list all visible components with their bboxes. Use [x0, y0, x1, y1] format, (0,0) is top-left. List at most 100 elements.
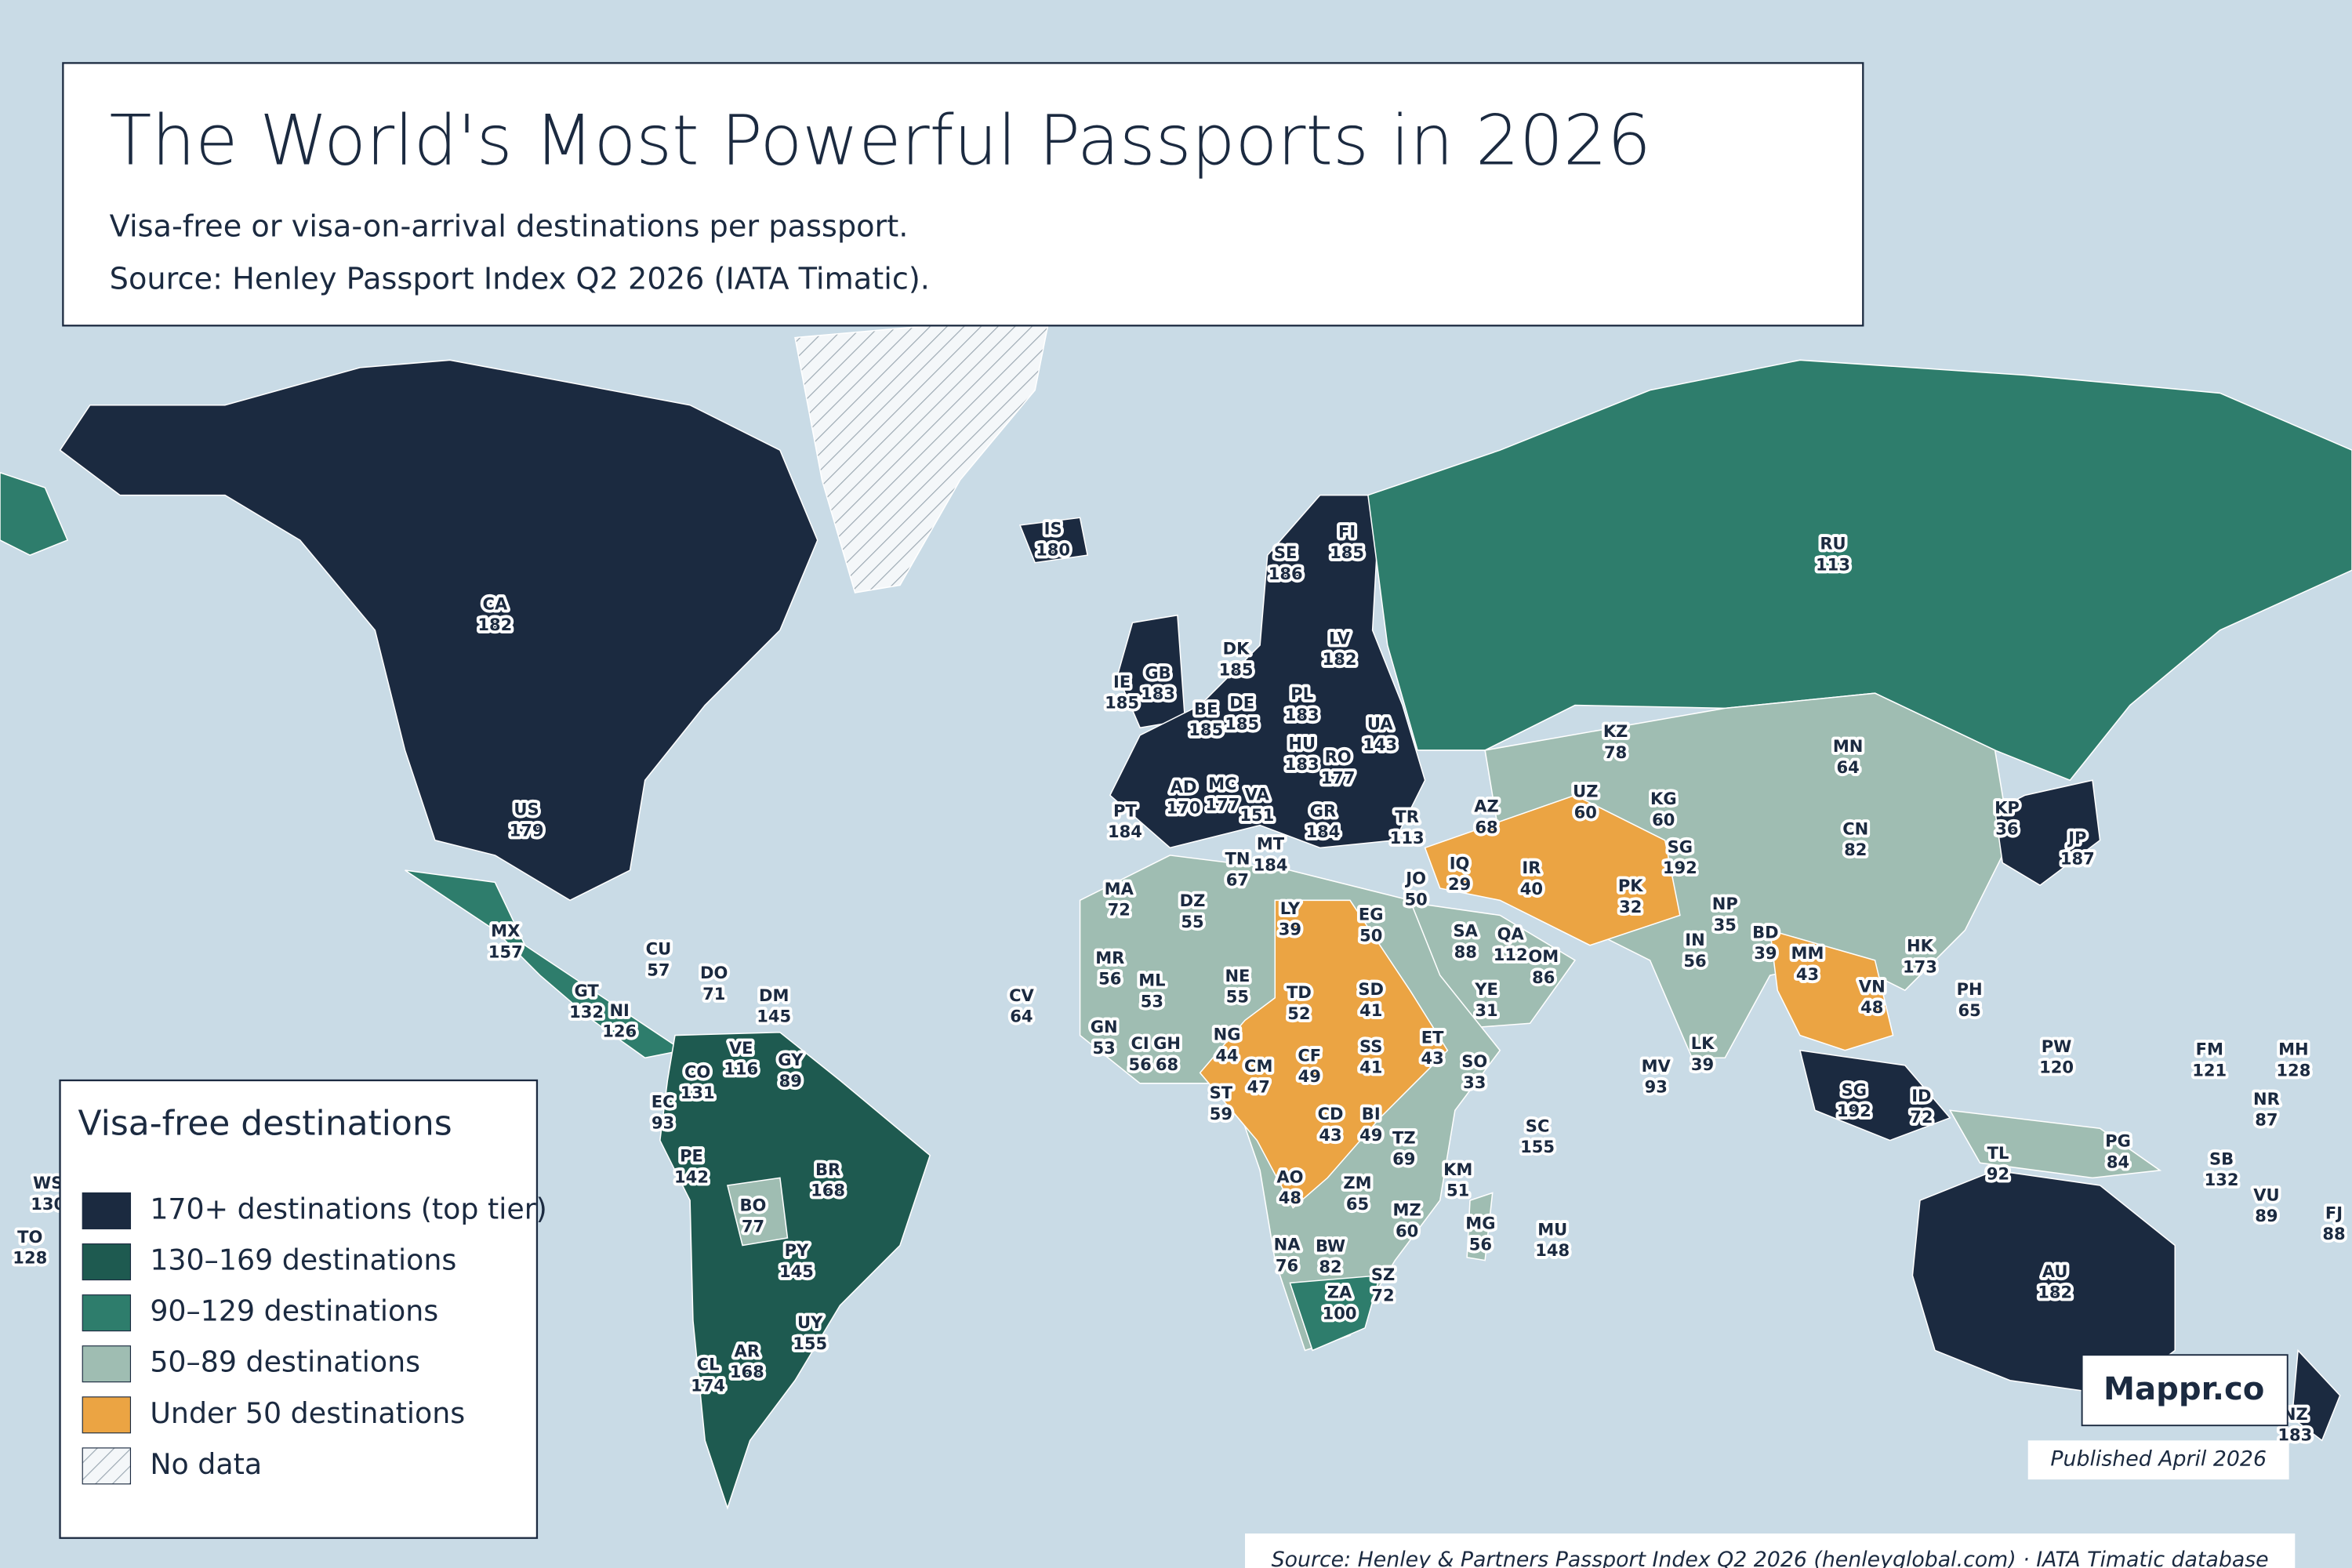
legend-swatch — [82, 1345, 132, 1383]
country-value: 184 — [1306, 822, 1341, 841]
country-value: 41 — [1359, 1000, 1382, 1020]
legend-swatch — [82, 1447, 132, 1485]
country-value: 157 — [488, 942, 523, 961]
country-code: ST — [1210, 1083, 1233, 1102]
country-code: LY — [1280, 898, 1301, 918]
country-code: CA — [483, 593, 508, 613]
country-code: ZA — [1327, 1283, 1352, 1302]
country-code: BR — [815, 1160, 840, 1179]
country-value: 82 — [1844, 840, 1867, 859]
archipelago — [1948, 1109, 2162, 1179]
country-value: 126 — [602, 1022, 637, 1041]
country-value: 56 — [1469, 1235, 1492, 1254]
country-code: AD — [1171, 777, 1197, 797]
country-code: SE — [1274, 543, 1298, 562]
country-value: 131 — [681, 1083, 715, 1102]
country-value: 112 — [1494, 945, 1528, 964]
country-code: GN — [1091, 1017, 1118, 1036]
country-code: PG — [2105, 1131, 2131, 1150]
country-value: 93 — [1645, 1077, 1668, 1097]
country-value: 50 — [1404, 889, 1427, 909]
country-code: AZ — [1474, 797, 1499, 816]
country-value: 145 — [779, 1261, 814, 1281]
country-code: VN — [1859, 976, 1886, 996]
country-value: 192 — [1837, 1101, 1871, 1120]
country-code: CO — [684, 1062, 710, 1081]
country-code: CV — [1009, 985, 1034, 1005]
country-code: CD — [1318, 1104, 1344, 1123]
country-code: OM — [1528, 946, 1559, 966]
country-code: EG — [1359, 904, 1384, 924]
country-code: CN — [1842, 818, 1868, 838]
legend-label: Under 50 destinations — [150, 1396, 465, 1430]
country-code: TZ — [1392, 1128, 1416, 1148]
country-code: SC — [1526, 1116, 1550, 1135]
country-code: SO — [1461, 1051, 1487, 1071]
country-value: 84 — [2107, 1152, 2129, 1171]
country-value: 57 — [647, 960, 670, 979]
country-value: 43 — [1319, 1125, 1341, 1145]
country-code: EC — [652, 1092, 675, 1112]
country-value: 89 — [779, 1071, 802, 1091]
country-code: FJ — [2325, 1203, 2343, 1222]
country-code: PY — [785, 1240, 809, 1260]
country-value: 53 — [1141, 991, 1163, 1011]
country-code: SA — [1454, 921, 1479, 941]
footer-box — [1245, 1533, 2296, 1568]
country-value: 88 — [1454, 942, 1477, 961]
country-code: DO — [700, 963, 728, 982]
country-code: RU — [1820, 534, 1846, 554]
country-code: SZ — [1371, 1265, 1395, 1284]
country-value: 155 — [793, 1334, 827, 1353]
country-code: MV — [1642, 1056, 1671, 1076]
published-box — [2027, 1440, 2289, 1480]
country-code: BW — [1316, 1236, 1345, 1255]
country-value: 77 — [742, 1217, 764, 1236]
country-code: TL — [1987, 1143, 2009, 1163]
country-value: 67 — [1226, 869, 1249, 889]
country-value: 69 — [1392, 1149, 1415, 1168]
country-code: UY — [797, 1312, 823, 1332]
country-value: 93 — [652, 1112, 674, 1132]
country-value: 132 — [569, 1002, 604, 1022]
country-code: DZ — [1180, 891, 1206, 910]
country-code: BD — [1752, 922, 1778, 942]
country-value: 151 — [1240, 805, 1274, 825]
country-value: 173 — [1903, 956, 1937, 976]
central-africa — [1199, 899, 1449, 1209]
country-value: 121 — [2192, 1061, 2227, 1080]
country-code: KG — [1650, 789, 1677, 808]
country-code: NE — [1225, 966, 1250, 985]
country-code: TO — [17, 1227, 42, 1247]
country-code: GY — [778, 1050, 804, 1069]
country-code: BE — [1194, 699, 1218, 718]
country-value: 39 — [1691, 1054, 1714, 1074]
legend-items: 170+ destinations (top tier) 130–169 dest… — [82, 1192, 547, 1485]
country-code: KP — [1994, 798, 2020, 818]
legend-label: 170+ destinations (top tier) — [150, 1192, 547, 1225]
country-value: 142 — [674, 1167, 709, 1186]
country-value: 182 — [2038, 1283, 2072, 1302]
country-code: MM — [1791, 943, 1824, 963]
europe — [1109, 494, 1426, 849]
country-code: MG — [1465, 1214, 1495, 1233]
country-code: MU — [1537, 1219, 1567, 1239]
country-code: ML — [1138, 971, 1165, 990]
country-value: 86 — [1532, 967, 1555, 987]
country-code: SB — [2209, 1149, 2234, 1168]
country-value: 88 — [2322, 1224, 2345, 1243]
country-code: ZM — [1343, 1173, 1371, 1192]
country-code: SS — [1359, 1036, 1382, 1056]
country-code: NR — [2253, 1089, 2280, 1109]
country-code: NG — [1214, 1025, 1241, 1044]
country-code: MH — [2278, 1040, 2309, 1059]
country-value: 182 — [477, 615, 512, 634]
country-code: FI — [1338, 521, 1356, 541]
country-value: 72 — [1108, 900, 1131, 920]
country-code: PE — [680, 1146, 703, 1166]
southeast-asia — [1769, 929, 1894, 1051]
legend-label: No data — [150, 1447, 262, 1481]
country-code: CU — [646, 938, 672, 958]
country-code: MZ — [1393, 1200, 1421, 1219]
